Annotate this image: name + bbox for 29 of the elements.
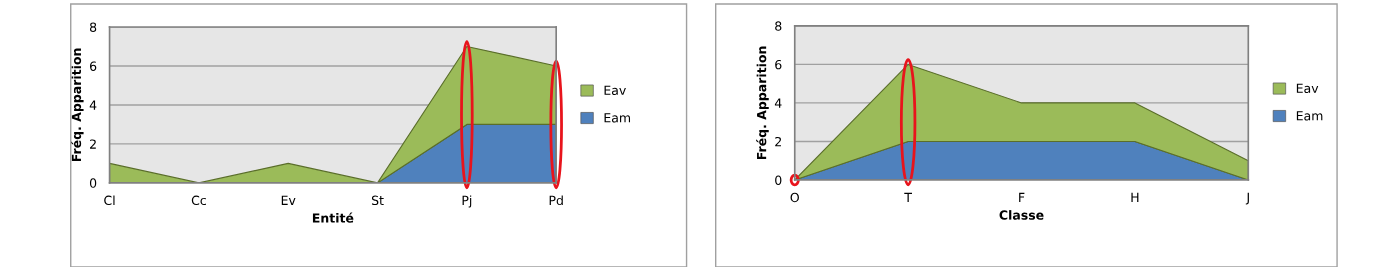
x-tick-label: Cl [104,195,115,206]
x-tick-label: Pj [462,195,472,208]
legend-label: Eam [1296,111,1323,121]
x-axis-title: Entité [312,212,354,223]
y-tick-label: 2 [775,136,781,147]
x-tick-label: St [371,195,384,206]
x-tick-label: F [1019,192,1025,202]
y-tick-label: 6 [89,61,97,71]
y-tick-label: 2 [90,139,96,149]
legend-label: Eam [604,113,631,123]
x-tick-label: J [1245,192,1249,205]
y-tick-label: 0 [775,175,782,185]
x-tick-label: Ev [281,195,296,205]
y-tick-label: 4 [774,98,782,108]
legend-label: Eav [604,85,626,96]
y-axis-title: Fréq. Apparition [70,48,84,162]
x-axis-title: Classe [999,210,1044,220]
x-tick-label: Pd [549,195,563,206]
y-axis-title: Fréq. Apparition [756,46,769,160]
x-tick-label: T [904,192,912,202]
y-tick-label: 4 [89,100,97,110]
x-tick-label: O [790,192,799,203]
x-tick-label: Cc [191,195,206,206]
y-tick-label: 8 [775,21,782,31]
y-tick-label: 8 [89,22,97,32]
x-tick-label: H [1131,192,1139,202]
y-tick-label: 0 [89,178,97,188]
legend-label: Eav [1296,83,1319,94]
y-tick-label: 6 [775,59,782,70]
